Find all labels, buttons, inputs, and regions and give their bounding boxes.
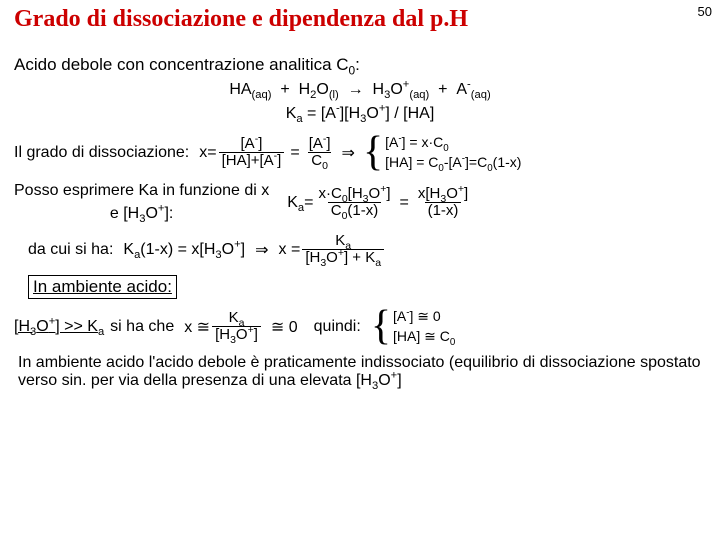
posso-row: Posso esprimere Ka in funzione di x e [H… xyxy=(14,180,706,225)
equals2: = xyxy=(400,194,409,212)
approx-zero: ≅ 0 xyxy=(271,317,298,337)
grado-label: Il grado di dissociazione: xyxy=(14,144,189,162)
ka-frac1: x·C0[H3O+] C0(1-x) xyxy=(316,186,394,220)
approx-den: [H3O+] xyxy=(212,326,261,344)
page-number: 50 xyxy=(698,4,712,19)
quindi-block: [A-] ≅ 0 [HA] ≅ C0 xyxy=(393,307,455,346)
frac1-num: [A-] xyxy=(238,136,266,153)
posso-label: Posso esprimere Ka in funzione di x e [H… xyxy=(14,180,269,225)
result-line-2: [HA] = C0-[A-]=C0(1-x) xyxy=(385,153,521,173)
frac-a-over-ha: [A-] [HA]+[A-] xyxy=(219,136,285,170)
intro-line: Acido debole con concentrazione analitic… xyxy=(14,55,706,75)
dacui-x: x = xyxy=(279,241,301,259)
x-approx: x ≅ xyxy=(184,317,210,337)
dacui-arrow: ⇒ xyxy=(255,240,268,260)
ka-f2-num: x[H3O+] xyxy=(415,186,471,203)
ka-f2-den: (1-x) xyxy=(425,202,462,220)
ambiente-acido-label: In ambiente acido: xyxy=(28,275,177,299)
frac2-num: [A-] xyxy=(306,136,334,153)
cond-left: [H3O+] >> Ka xyxy=(14,318,104,336)
slide-title: Grado di dissociazione e dipendenza dal … xyxy=(14,6,706,33)
dacui-eq: Ka(1-x) = x[H3O+] xyxy=(123,241,245,259)
quindi-l2: [HA] ≅ C0 xyxy=(393,327,455,347)
posso-l2: e [H3O+]: xyxy=(14,203,269,225)
ka-f1-den: C0(1-x) xyxy=(328,202,382,220)
frac2-den: C0 xyxy=(308,152,331,170)
reaction-block: HA(aq) + H2O(l) → H3O+(aq) + A-(aq) Ka =… xyxy=(14,81,706,123)
intro-text: Acido debole con concentrazione analitic… xyxy=(14,55,349,74)
dacui-row: da cui si ha: Ka(1-x) = x[H3O+] ⇒ x = Ka… xyxy=(28,233,706,267)
dacui-label: da cui si ha: xyxy=(28,241,113,259)
dacui-frac: Ka [H3O+] + Ka xyxy=(302,233,384,267)
x-equals: x= xyxy=(199,144,216,162)
approx-frac: Ka [H3O+] xyxy=(212,310,261,344)
slide-content: Grado di dissociazione e dipendenza dal … xyxy=(0,0,720,400)
equals1: = xyxy=(290,144,299,162)
reaction-eq: HA(aq) + H2O(l) → H3O+(aq) + A-(aq) xyxy=(14,81,706,99)
implies-arrow: ⇒ xyxy=(342,143,355,163)
posso-l1: Posso esprimere Ka in funzione di x xyxy=(14,180,269,202)
approx-row: [H3O+] >> Ka si ha che x ≅ Ka [H3O+] ≅ 0… xyxy=(14,307,706,346)
conclusion-text: In ambiente acido l'acido debole è prati… xyxy=(14,354,706,390)
grado-row: Il grado di dissociazione: x= [A-] [HA]+… xyxy=(14,133,706,172)
ka-frac2: x[H3O+] (1-x) xyxy=(415,186,471,220)
dacui-den: [H3O+] + Ka xyxy=(302,249,384,267)
approx-num: Ka xyxy=(226,310,248,327)
intro-tail: : xyxy=(355,55,360,74)
left-brace-1: { xyxy=(363,136,383,170)
quindi-l1: [A-] ≅ 0 xyxy=(393,307,455,327)
frac1-den: [HA]+[A-] xyxy=(219,152,285,170)
quindi-label: quindi: xyxy=(314,318,361,336)
ka-eq: Ka = [A-][H3O+] / [HA] xyxy=(14,105,706,123)
frac-a-over-c0: [A-] C0 xyxy=(306,136,334,170)
left-brace-2: { xyxy=(371,310,391,344)
ambiente-acido-box: In ambiente acido: xyxy=(28,275,706,299)
result-line-1: [A-] = x·C0 xyxy=(385,133,521,153)
results-block: [A-] = x·C0 [HA] = C0-[A-]=C0(1-x) xyxy=(385,133,521,172)
si-ha-che: si ha che xyxy=(110,318,174,336)
ka-equals: Ka= xyxy=(287,194,313,212)
ka-f1-num: x·C0[H3O+] xyxy=(316,186,394,203)
